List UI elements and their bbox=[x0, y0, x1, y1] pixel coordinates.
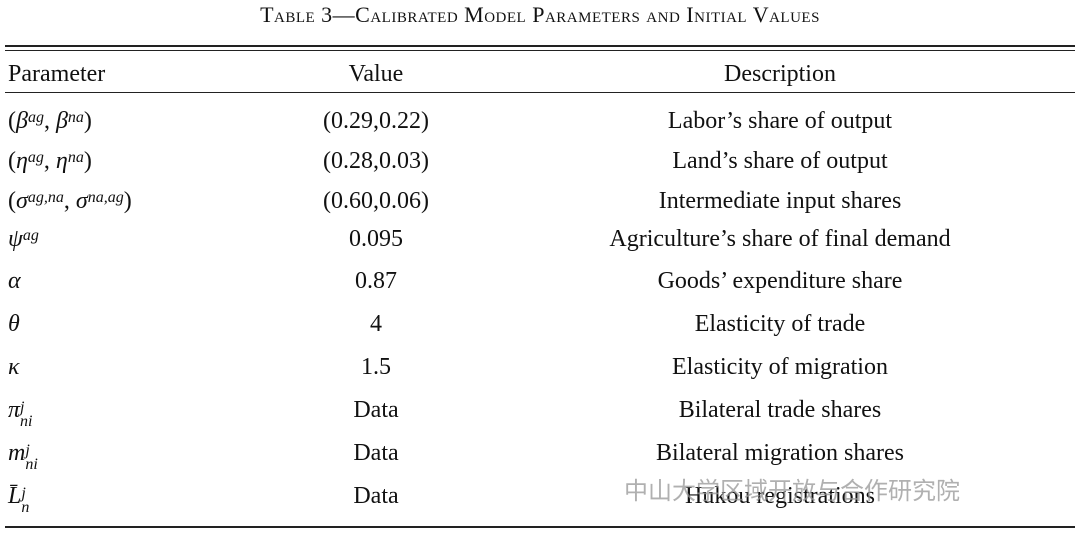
script: j ni bbox=[25, 442, 38, 474]
script: ag,na bbox=[27, 189, 64, 207]
parameter-symbol: ) bbox=[83, 148, 92, 174]
superscript: ag bbox=[27, 149, 44, 167]
parameter-cell: m j ni bbox=[8, 438, 38, 473]
value-cell: Data bbox=[353, 440, 399, 466]
parameter-symbol: σ bbox=[16, 188, 28, 214]
superscript: na bbox=[67, 149, 84, 167]
parameter-symbol: ) bbox=[83, 108, 92, 134]
superscript: j bbox=[25, 442, 30, 460]
parameter-symbol: κ bbox=[8, 354, 20, 380]
script: ag bbox=[27, 149, 44, 167]
parameter-cell: α bbox=[8, 266, 21, 296]
parameter-cell: π j ni bbox=[8, 395, 32, 430]
parameter-symbol: , bbox=[43, 148, 56, 174]
parameter-cell: (η ag, η na) bbox=[8, 146, 92, 176]
description-cell: Agriculture’s share of final demand bbox=[609, 226, 951, 252]
watermark: 中山大学区域开放与合作研究院 bbox=[624, 477, 960, 505]
value-cell: (0.29,0.22) bbox=[323, 108, 429, 134]
description-cell: Elasticity of trade bbox=[694, 311, 866, 337]
header-rule bbox=[5, 92, 1075, 93]
parameter-symbol: ( bbox=[8, 188, 16, 214]
parameter-symbol: α bbox=[8, 268, 21, 294]
subscript: n bbox=[21, 499, 30, 517]
script: na,ag bbox=[87, 189, 124, 207]
parameter-symbol: , bbox=[43, 108, 56, 134]
parameter-symbol: ψ bbox=[8, 226, 23, 252]
value-cell: Data bbox=[353, 483, 399, 509]
subscript: ni bbox=[25, 456, 38, 474]
superscript: na,ag bbox=[87, 189, 124, 207]
script: na bbox=[67, 149, 84, 167]
parameter-symbol: η bbox=[16, 148, 28, 174]
parameter-symbol: θ bbox=[8, 311, 20, 337]
superscript: j bbox=[20, 399, 25, 417]
value-cell: 4 bbox=[370, 311, 382, 337]
parameter-symbol: , bbox=[63, 188, 76, 214]
top-rule bbox=[5, 45, 1075, 47]
description-cell: Intermediate input shares bbox=[658, 188, 902, 214]
bottom-rule bbox=[5, 526, 1075, 528]
parameter-symbol: ( bbox=[8, 108, 16, 134]
superscript: ag bbox=[22, 227, 39, 245]
column-header: Value bbox=[348, 61, 404, 87]
description-cell: Goods’ expenditure share bbox=[657, 268, 903, 294]
description-cell: Hukou registrations bbox=[685, 483, 875, 509]
value-cell: 0.87 bbox=[355, 268, 397, 294]
table-title: Table 3—Calibrated Model Parameters and … bbox=[260, 2, 820, 27]
script: ag bbox=[22, 227, 39, 245]
value-cell: 0.095 bbox=[349, 226, 403, 252]
script: na bbox=[67, 109, 84, 127]
parameter-cell: θ bbox=[8, 309, 20, 339]
superscript: na bbox=[67, 109, 84, 127]
description-cell: Bilateral trade shares bbox=[678, 397, 882, 423]
parameter-symbol: ) bbox=[123, 188, 132, 214]
value-cell: (0.28,0.03) bbox=[323, 148, 429, 174]
parameter-symbol: π bbox=[8, 397, 21, 423]
script: j ni bbox=[20, 399, 33, 431]
parameter-cell: κ bbox=[8, 352, 20, 382]
description-cell: Elasticity of migration bbox=[672, 354, 888, 380]
parameter-symbol: L̄ bbox=[8, 483, 22, 509]
parameter-cell: L̄ j n bbox=[8, 481, 29, 516]
parameter-symbol: σ bbox=[75, 188, 88, 214]
parameter-cell: (β ag, β na) bbox=[8, 106, 92, 136]
superscript: j bbox=[21, 485, 26, 503]
parameter-symbol: η bbox=[55, 148, 68, 174]
column-header: Description bbox=[724, 61, 836, 87]
value-cell: 1.5 bbox=[361, 354, 391, 380]
parameter-symbol: m bbox=[8, 440, 26, 466]
parameter-cell: (σ ag,na, σ na,ag) bbox=[8, 186, 132, 216]
description-cell: Labor’s share of output bbox=[667, 108, 893, 134]
value-cell: Data bbox=[353, 397, 399, 423]
superscript: ag,na bbox=[27, 189, 64, 207]
description-cell: Bilateral migration shares bbox=[656, 440, 904, 466]
column-header: Parameter bbox=[8, 61, 106, 87]
subscript: ni bbox=[20, 413, 33, 431]
parameter-symbol: ( bbox=[8, 148, 16, 174]
description-cell: Land’s share of output bbox=[672, 148, 888, 174]
script: ag bbox=[27, 109, 44, 127]
parameter-symbol: β bbox=[55, 108, 68, 134]
top-rule bbox=[5, 50, 1075, 51]
parameter-cell: ψ ag bbox=[8, 224, 39, 254]
superscript: ag bbox=[27, 109, 44, 127]
parameter-symbol: β bbox=[16, 108, 28, 134]
value-cell: (0.60,0.06) bbox=[323, 188, 429, 214]
